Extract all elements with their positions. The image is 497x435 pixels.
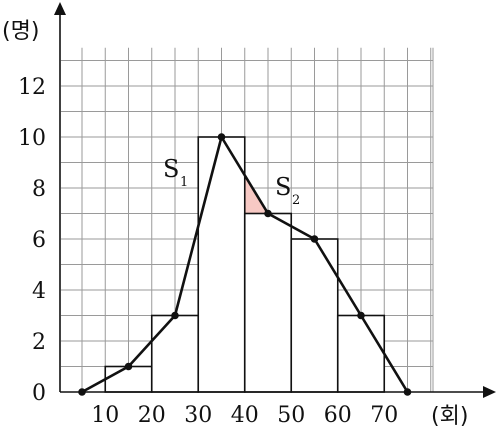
axes xyxy=(54,2,496,398)
histogram-bar-6 xyxy=(336,314,386,393)
y-tick-labels: 0 2 4 6 8 10 12 xyxy=(18,75,46,406)
x-tick-label: 20 xyxy=(138,403,166,428)
x-tick-label: 40 xyxy=(231,403,259,428)
y-tick-label: 6 xyxy=(32,228,46,253)
annotation-s2-main: S xyxy=(275,173,291,201)
frequency-polygon-line xyxy=(81,135,409,394)
y-tick-label: 12 xyxy=(18,75,46,100)
histogram-bar-2 xyxy=(150,314,200,393)
x-tick-labels: 10 20 30 40 50 60 70 xyxy=(91,403,398,428)
y-tick-label: 10 xyxy=(18,126,46,151)
x-tick-label: 10 xyxy=(91,403,119,428)
histogram-bar-5 xyxy=(290,238,339,393)
histogram-bar-3 xyxy=(197,136,246,393)
y-tick-label: 0 xyxy=(32,381,46,406)
histogram-bar-1 xyxy=(104,365,153,393)
x-axis-unit-label: (회) xyxy=(431,404,468,429)
y-tick-label: 8 xyxy=(32,177,46,202)
y-tick-label: 2 xyxy=(32,330,46,355)
annotation-s1-main: S xyxy=(163,155,179,183)
histogram-bar-4 xyxy=(243,212,293,393)
frequency-polygon xyxy=(78,133,412,396)
annotation-s1: S 1 xyxy=(163,155,188,190)
x-tick-label: 30 xyxy=(184,403,212,428)
y-tick-label: 4 xyxy=(32,279,46,304)
annotation-s2: S 2 xyxy=(275,173,300,208)
x-tick-label: 60 xyxy=(324,403,352,428)
x-tick-label: 70 xyxy=(370,403,398,428)
frequency-point-6 xyxy=(310,235,319,243)
frequency-point-5 xyxy=(264,209,272,218)
y-axis-arrow xyxy=(54,2,66,15)
annotation-s2-sub: 2 xyxy=(292,193,300,208)
x-tick-label: 50 xyxy=(277,403,305,428)
x-axis-arrow xyxy=(483,386,496,398)
annotation-s1-sub: 1 xyxy=(180,175,188,190)
frequency-point-7 xyxy=(357,311,365,320)
frequency-point-3 xyxy=(171,311,179,320)
frequency-point-2 xyxy=(124,362,133,371)
frequency-point-4 xyxy=(217,133,226,141)
y-axis-unit-label: (명) xyxy=(2,19,39,44)
